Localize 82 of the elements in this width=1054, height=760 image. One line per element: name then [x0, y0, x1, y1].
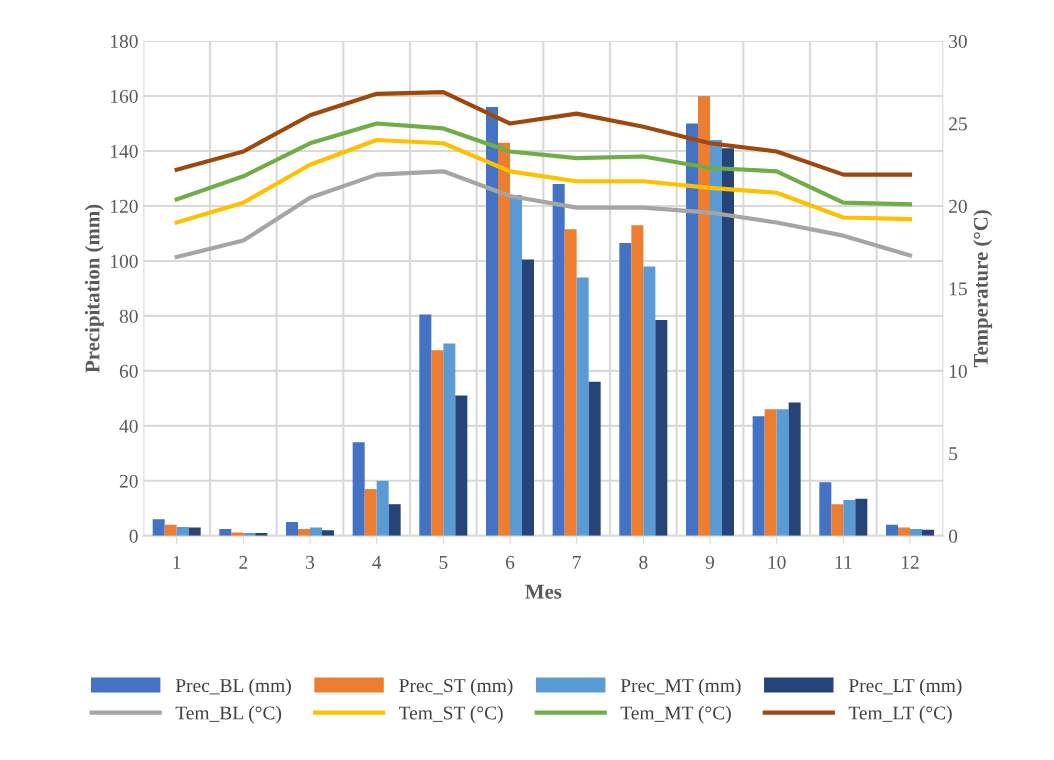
x-tick-label: 7 — [573, 556, 581, 569]
y-tick-label: 40 — [119, 419, 138, 433]
bar — [322, 530, 335, 536]
legend-label: Tem_MT (°C) — [620, 705, 731, 724]
bar — [819, 482, 832, 536]
x-tick-label: 1 — [173, 555, 181, 569]
bar — [443, 343, 456, 536]
bar — [376, 480, 389, 536]
y-tick-label: 120 — [111, 199, 138, 213]
bar — [564, 229, 577, 536]
x-axis-title: Mes — [525, 584, 562, 599]
bar — [164, 524, 177, 536]
bar — [152, 519, 165, 536]
bar — [710, 139, 722, 536]
x-tick-label: 2 — [239, 555, 248, 569]
bar — [388, 504, 401, 536]
bar — [419, 314, 432, 536]
legend-label: Prec_MT (mm) — [620, 678, 741, 697]
y2-tick-label: 15 — [949, 282, 967, 296]
bar — [698, 96, 710, 536]
bar — [498, 142, 510, 536]
y2-tick-label: 5 — [949, 447, 958, 461]
y-tick-label: 20 — [119, 474, 138, 488]
x-tick-label: 3 — [306, 555, 315, 569]
legend-label: Prec_LT (mm) — [848, 678, 962, 697]
bar — [752, 416, 765, 536]
y-tick-label: 160 — [111, 89, 138, 103]
bar — [552, 183, 565, 536]
y2-tick-label: 30 — [949, 34, 967, 48]
bar — [722, 148, 734, 536]
y2-tick-label: 25 — [949, 117, 967, 131]
bar — [364, 489, 377, 536]
y2-axis-title: Temperature (°C) — [973, 210, 993, 368]
bar — [686, 123, 698, 536]
line-series — [174, 137, 913, 225]
y-tick-label: 180 — [111, 34, 138, 48]
y-tick-label: 0 — [129, 529, 138, 543]
legend-label: Prec_BL (mm) — [175, 678, 291, 697]
bar — [431, 350, 444, 536]
bar — [776, 409, 789, 536]
x-tick-label: 5 — [439, 556, 448, 569]
y2-tick-label: 0 — [948, 529, 958, 543]
y2-tick-label: 10 — [949, 364, 967, 378]
bar — [286, 522, 299, 536]
legend-label: Prec_ST (mm) — [399, 678, 513, 697]
bar — [588, 381, 601, 536]
legend-label: Tem_BL (°C) — [175, 705, 282, 724]
bar — [510, 194, 522, 536]
bar — [643, 266, 656, 536]
legend-label: Tem_LT (°C) — [848, 705, 952, 724]
bar — [855, 498, 868, 536]
y2-tick-label: 20 — [949, 199, 967, 213]
bar — [831, 504, 844, 536]
y-tick-label: 80 — [119, 309, 138, 323]
x-tick-label: 9 — [705, 555, 715, 569]
x-tick-label: 6 — [505, 555, 515, 569]
y-tick-label: 60 — [119, 364, 138, 378]
bar — [352, 442, 365, 536]
x-tick-label: 12 — [901, 555, 919, 569]
line-series — [174, 90, 913, 177]
bar — [843, 500, 856, 536]
bar — [886, 524, 898, 536]
line-series — [174, 121, 913, 207]
bar — [576, 277, 589, 536]
y-axis-title: Precipitation (mm) — [84, 204, 104, 373]
y-tick-label: 140 — [111, 144, 138, 158]
bar — [631, 225, 644, 536]
y-tick-label: 100 — [111, 254, 138, 268]
x-tick-label: 4 — [372, 555, 382, 569]
bar — [764, 409, 777, 536]
bar — [176, 527, 189, 536]
bar — [455, 395, 468, 536]
bar — [522, 259, 534, 536]
x-tick-label: 8 — [639, 555, 648, 569]
x-tick-label: 10 — [768, 555, 786, 569]
line-series — [174, 169, 913, 260]
bar — [619, 243, 632, 536]
legend-label: Tem_ST (°C) — [399, 705, 503, 724]
bar — [655, 320, 668, 536]
bar — [486, 107, 498, 536]
bar — [788, 402, 801, 536]
x-tick-label: 11 — [835, 555, 852, 569]
